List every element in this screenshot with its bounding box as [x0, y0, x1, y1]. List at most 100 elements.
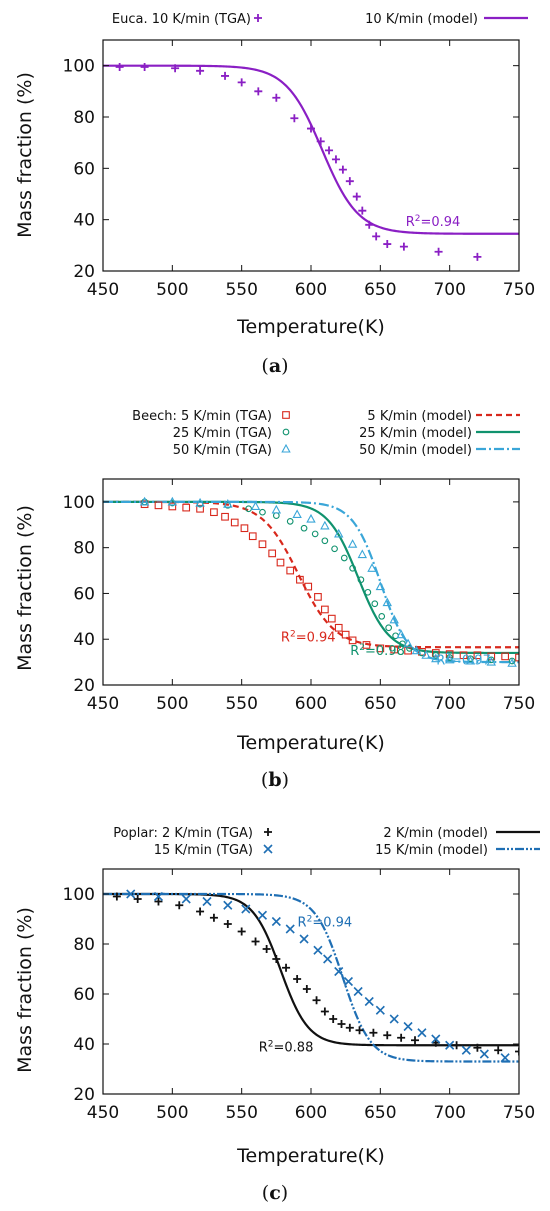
data-point [331, 545, 338, 553]
data-point [487, 652, 496, 661]
y-tick-label: 40 [73, 630, 95, 650]
y-tick-label: 80 [73, 935, 95, 955]
data-point [334, 528, 344, 538]
data-point [334, 623, 343, 632]
y-tick-label: 40 [73, 211, 95, 231]
x-tick-label: 550 [225, 280, 257, 300]
data-point [290, 114, 299, 123]
data-point [292, 509, 302, 519]
x-tick-label: 500 [156, 280, 188, 300]
data-point [417, 1028, 427, 1038]
plot-marks [103, 889, 519, 1063]
legend: Euca. 10 K/min (TGA) 10 K/min (model) [112, 12, 528, 27]
chart-panel-c: Poplar: 2 K/min (TGA) 15 K/min (TGA) 2 K… [14, 826, 540, 1204]
data-point [331, 155, 340, 164]
data-point [306, 513, 316, 523]
data-point [355, 1026, 364, 1035]
data-point [325, 146, 334, 155]
panel-label-a: (a) [261, 355, 288, 377]
data-point [321, 537, 329, 545]
data-point [181, 894, 191, 904]
data-point [357, 549, 368, 559]
r-squared-label: R2=0.94 [281, 630, 336, 646]
data-point [434, 247, 443, 256]
y-tick-label: 80 [73, 539, 95, 559]
data-point [353, 986, 363, 997]
data-point [241, 904, 251, 914]
y-tick-label: 100 [63, 885, 95, 905]
series-points-euca-10-k-min-tga [115, 62, 482, 261]
x-tick-label: 600 [295, 694, 327, 714]
data-point [349, 564, 356, 572]
x-tick-label: 550 [225, 1103, 257, 1123]
data-point [250, 501, 261, 511]
data-point [221, 71, 230, 80]
data-point [340, 554, 348, 562]
data-point [431, 653, 441, 663]
data-point [286, 517, 294, 525]
x-tick-label: 450 [87, 280, 119, 300]
chart-panel-a: Euca. 10 K/min (TGA) 10 K/min (model) 45… [14, 12, 535, 377]
axis-ticks: 450 500 550 600 650 700 750 20 40 60 80 100 R2=0.94 R… [63, 868, 535, 1123]
data-point [445, 1040, 455, 1050]
data-point [358, 206, 367, 215]
data-point [182, 503, 191, 512]
data-point [196, 504, 204, 513]
data-point [343, 976, 354, 987]
data-point [223, 900, 233, 910]
legend-entry-beech-25-tga: 25 K/min (TGA) [173, 426, 272, 441]
data-point [376, 644, 385, 653]
panel-label-c: (c) [262, 1182, 288, 1204]
data-point [352, 192, 361, 201]
data-point [271, 916, 281, 927]
data-point [153, 891, 164, 902]
data-point [258, 540, 267, 549]
y-tick-label: 40 [73, 1035, 95, 1055]
data-point [382, 597, 392, 607]
plot-marks [103, 496, 519, 667]
x-tick-label: 600 [295, 280, 327, 300]
x-tick-label: 650 [364, 1103, 396, 1123]
data-point [272, 93, 281, 102]
plot-frame [102, 39, 520, 272]
legend-entry-poplar-2-tga: Poplar: 2 K/min (TGA) [113, 826, 253, 841]
data-point [486, 656, 496, 666]
data-point [293, 975, 302, 983]
data-point [171, 64, 180, 73]
x-axis-label: Temperature(K) [236, 732, 385, 754]
data-point [365, 220, 374, 229]
data-point [271, 504, 282, 514]
y-tick-label: 60 [73, 584, 95, 604]
chart-panel-b: Beech: 5 K/min (TGA) 25 K/min (TGA) 50 K… [14, 409, 535, 791]
x-tick-label: 500 [156, 1103, 188, 1123]
panel-label-b: (b) [261, 769, 289, 791]
data-point [507, 658, 517, 667]
data-point [245, 505, 252, 513]
r-squared-label: R2=0.94 [406, 214, 461, 230]
series-line-15-k-min-model [103, 892, 519, 1063]
legend-marker-15-k-min-tga [263, 844, 273, 854]
y-tick-label: 20 [73, 262, 95, 282]
legend-marker-poplar-2-k-min-tga [264, 828, 272, 836]
data-point [348, 636, 357, 645]
data-point [196, 907, 205, 916]
y-axis-label: Mass fraction (%) [14, 72, 36, 238]
data-point [304, 582, 313, 591]
data-point [500, 1053, 510, 1063]
legend-entry-50-model: 50 K/min (model) [359, 443, 472, 458]
x-axis-label: Temperature(K) [236, 1145, 385, 1167]
y-tick-label: 100 [63, 57, 95, 77]
data-point [237, 927, 246, 936]
data-point [364, 588, 372, 596]
y-axis-label: Mass fraction (%) [14, 505, 36, 671]
data-point [259, 508, 266, 516]
legend-entry-beech-5-tga: Beech: 5 K/min (TGA) [132, 409, 272, 424]
y-tick-label: 80 [73, 108, 95, 128]
legend-entry-euca-10-tga: Euca. 10 K/min (TGA) [112, 12, 251, 27]
data-point [230, 518, 239, 527]
series-points-50-k-min-tga [139, 496, 517, 667]
series-line-50-k-min-model [103, 500, 519, 664]
data-point [383, 1031, 392, 1040]
data-point [133, 895, 142, 903]
y-tick-label: 20 [73, 1085, 95, 1105]
